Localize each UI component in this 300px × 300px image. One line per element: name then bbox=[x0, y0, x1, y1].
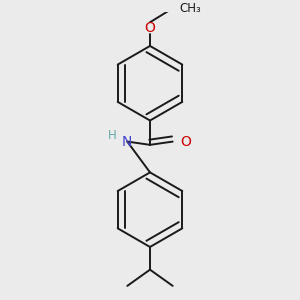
Text: CH₃: CH₃ bbox=[179, 2, 201, 15]
Text: O: O bbox=[145, 21, 155, 35]
Text: O: O bbox=[180, 135, 191, 148]
Text: N: N bbox=[122, 135, 133, 148]
Text: H: H bbox=[108, 129, 117, 142]
